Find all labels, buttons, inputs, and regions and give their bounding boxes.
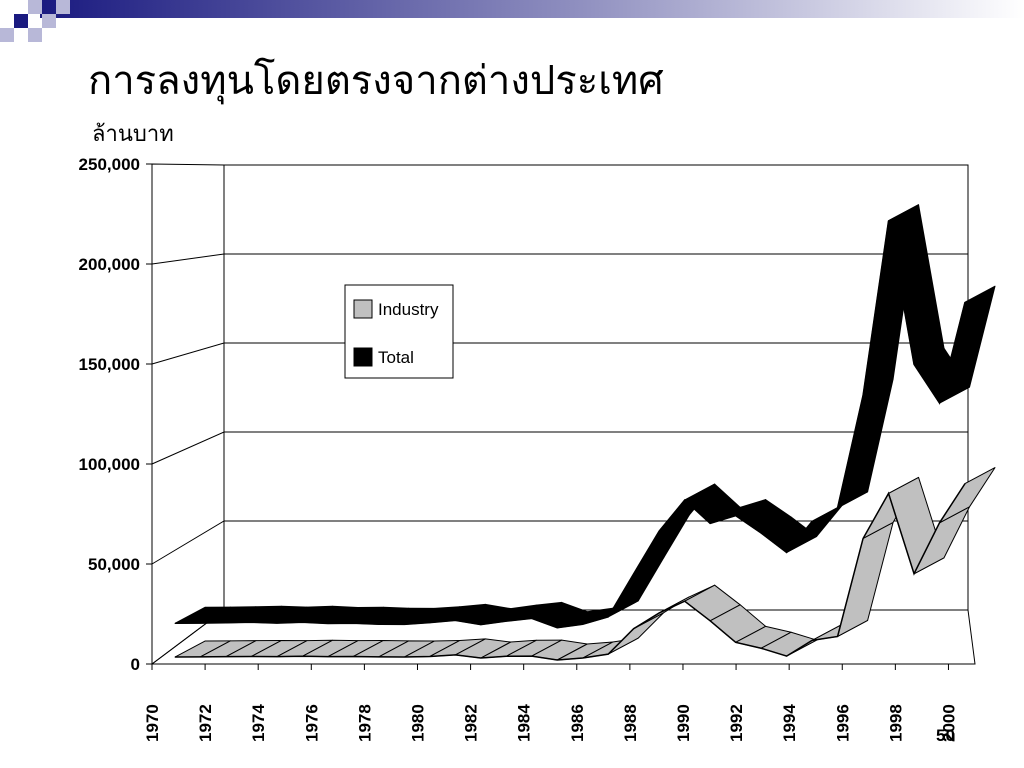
slide-corner-decoration xyxy=(0,0,1024,42)
x-extra-label: 50 xyxy=(936,726,955,745)
y-tick-label: 150,000 xyxy=(79,355,140,374)
y-tick-label: 200,000 xyxy=(79,255,140,274)
x-tick-label: 1984 xyxy=(515,704,534,742)
floor xyxy=(150,609,976,665)
industry-series-segment xyxy=(939,467,996,524)
x-tick-label: 1996 xyxy=(833,704,852,742)
legend-label: Total xyxy=(378,348,414,367)
legend-label: Industry xyxy=(378,300,439,319)
x-tick-label: 1998 xyxy=(886,704,905,742)
unit-label: ล้านบาท xyxy=(92,122,174,147)
total-series-segment xyxy=(607,557,665,618)
gridline xyxy=(151,253,968,265)
y-tick-label: 0 xyxy=(131,655,140,674)
y-tick-label: 250,000 xyxy=(79,155,140,174)
x-tick-label: 1986 xyxy=(568,704,587,742)
x-tick-label: 1988 xyxy=(621,704,640,742)
industry-series-segment xyxy=(837,521,894,637)
x-tick-label: 1992 xyxy=(727,704,746,742)
x-tick-label: 1994 xyxy=(780,704,799,742)
gridline xyxy=(151,520,968,565)
x-tick-label: 2000 xyxy=(939,704,958,742)
legend-swatch xyxy=(353,347,373,367)
x-tick-label: 1980 xyxy=(408,704,427,742)
x-tick-label: 1974 xyxy=(249,704,268,742)
industry-series-line xyxy=(174,483,966,661)
y-tick-label: 100,000 xyxy=(79,455,140,474)
x-tick-label: 1970 xyxy=(143,704,162,742)
back-wall xyxy=(223,164,969,611)
x-tick-label: 1982 xyxy=(462,704,481,742)
gridline xyxy=(151,342,968,365)
y-tick-label: 50,000 xyxy=(88,555,140,574)
legend-swatch xyxy=(353,299,373,319)
x-tick-label: 1978 xyxy=(355,704,374,742)
x-tick-label: 1976 xyxy=(302,704,321,742)
slide-title: การลงทุนโดยตรงจากต่างประเทศ xyxy=(88,58,664,104)
left-wall xyxy=(151,163,225,665)
total-series-segment xyxy=(837,378,894,509)
total-series-segment xyxy=(633,514,690,575)
industry-series-segment xyxy=(607,612,665,655)
gridline xyxy=(151,431,968,465)
total-series-line xyxy=(174,220,966,629)
x-tick-label: 1990 xyxy=(674,704,693,742)
total-series-segment xyxy=(939,285,996,404)
x-tick-label: 1972 xyxy=(196,704,215,742)
